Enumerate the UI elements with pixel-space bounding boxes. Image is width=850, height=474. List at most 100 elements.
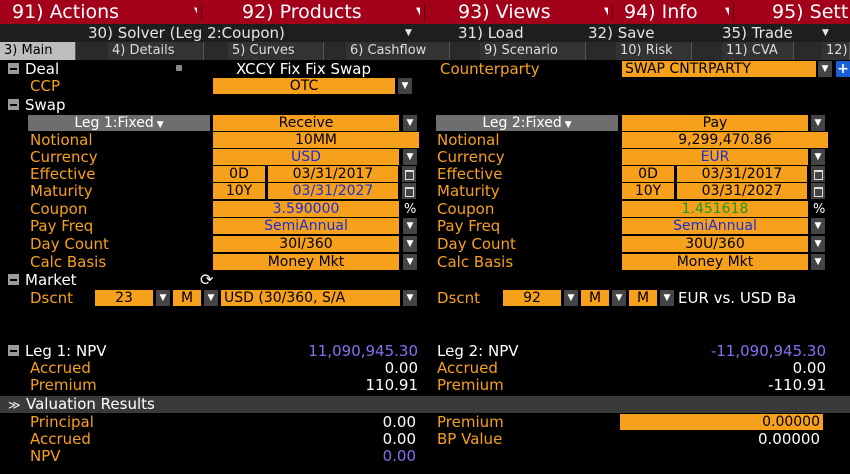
leg2-coupon-unit: %	[813, 202, 826, 217]
chevron-down-icon[interactable]: ▼	[811, 115, 825, 131]
tab-scenario[interactable]: 9) Scenario	[480, 42, 586, 60]
leg2-coupon-field[interactable]: 1.451618	[622, 201, 808, 217]
deal-section-header[interactable]: Deal	[8, 61, 88, 78]
leg2-dscnt-m2-field[interactable]: M	[629, 290, 657, 306]
leg2-calcbasis-label: Calc Basis	[437, 254, 514, 271]
bp-value: 0.00000	[757, 431, 820, 448]
calendar-icon[interactable]	[811, 166, 825, 182]
market-header-label: Market	[25, 272, 77, 289]
chevron-down-icon[interactable]: ▼	[811, 236, 825, 252]
market-section-header[interactable]: Market	[8, 272, 108, 289]
leg1-npv-header[interactable]: Leg 1: NPV	[8, 343, 188, 360]
leg1-calcbasis-label: Calc Basis	[30, 254, 107, 271]
leg1-effective-label: Effective	[30, 166, 96, 183]
collapse-icon	[8, 99, 19, 110]
chevron-down-icon[interactable]: ▼	[660, 290, 674, 306]
leg1-dscnt-m-field[interactable]: M	[173, 290, 201, 306]
solver-button[interactable]: 30) Solver (Leg 2:Coupon) ▼	[88, 24, 418, 42]
tab-curves[interactable]: 5) Curves	[228, 42, 324, 60]
leg1-dscnt-curve-field[interactable]: USD (30/360, S/A	[221, 290, 400, 306]
chevron-down-icon[interactable]: ▼	[156, 290, 170, 306]
chevron-down-icon[interactable]: ▼	[403, 218, 417, 234]
chevron-down-icon[interactable]: ▼	[403, 236, 417, 252]
counterparty-field[interactable]: SWAP CNTRPARTY	[622, 61, 816, 77]
leg1-npv-label: Leg 1: NPV	[25, 343, 107, 360]
swap-section-header[interactable]: Swap	[8, 97, 108, 114]
principal-label: Principal	[30, 414, 94, 431]
trade-button[interactable]: 35) Trade ▼	[722, 24, 850, 42]
tab-details[interactable]: 4) Details	[108, 42, 204, 60]
ccp-field[interactable]: OTC	[213, 78, 395, 94]
leg2-notional-field[interactable]: 9,299,470.86	[622, 132, 828, 148]
leg2-currency-field[interactable]: EUR	[622, 149, 808, 165]
leg1-dscnt-curve-num[interactable]: 23	[95, 290, 153, 306]
chevron-down-icon[interactable]: ▼	[403, 290, 417, 306]
refresh-icon[interactable]: ⟳	[200, 271, 214, 289]
leg1-notional-field[interactable]: 10MM	[213, 132, 419, 148]
leg1-accrued-value: 0.00	[384, 360, 418, 377]
chevron-down-icon: ▼	[416, 6, 420, 17]
menu-divider	[201, 3, 202, 21]
bp-value-label: BP Value	[437, 431, 503, 448]
calendar-icon[interactable]	[402, 166, 416, 182]
leg1-maturity-tenor[interactable]: 10Y	[213, 183, 265, 199]
leg1-maturity-label: Maturity	[30, 183, 93, 200]
trade-label: 35) Trade	[722, 24, 793, 42]
tab-risk[interactable]: 10) Risk	[616, 42, 692, 60]
leg2-effective-date[interactable]: 03/31/2017	[677, 166, 807, 182]
leg2-dscnt-m-field[interactable]: M	[581, 290, 609, 306]
tab-cva[interactable]: 11) CVA	[722, 42, 794, 60]
leg1-coupon-field[interactable]: 3.590000	[213, 201, 399, 217]
leg1-daycount-field[interactable]: 30I/360	[213, 236, 399, 252]
tab-cashflow[interactable]: 6) Cashflow	[346, 42, 450, 60]
chevron-down-icon[interactable]: ▼	[403, 115, 417, 131]
chevron-down-icon[interactable]: ▼	[398, 78, 412, 94]
chevron-down-icon[interactable]: ▼	[403, 149, 417, 165]
leg1-payfreq-field[interactable]: SemiAnnual	[213, 218, 399, 234]
menu-actions[interactable]: 91) Actions ▼	[12, 0, 197, 24]
collapse-icon	[8, 63, 19, 74]
leg1-type-select[interactable]: Leg 1:Fixed ▼	[28, 115, 210, 131]
load-button[interactable]: 31) Load	[458, 24, 524, 42]
leg2-maturity-tenor[interactable]: 10Y	[622, 183, 674, 199]
tab-more[interactable]: 12)	[822, 42, 850, 60]
chevron-down-icon: ▼	[604, 6, 608, 17]
leg2-daycount-field[interactable]: 30U/360	[622, 236, 808, 252]
add-icon[interactable]: +	[836, 61, 850, 77]
collapse-icon	[8, 345, 19, 356]
leg1-type-label: Leg 1:Fixed	[74, 115, 154, 131]
chevron-down-icon[interactable]: ▼	[403, 254, 417, 270]
leg1-direction-field[interactable]: Receive	[213, 115, 399, 131]
chevron-down-icon[interactable]: ▼	[818, 61, 832, 77]
chevron-down-icon[interactable]: ▼	[811, 149, 825, 165]
leg1-calcbasis-field[interactable]: Money Mkt	[213, 254, 399, 270]
leg1-maturity-date[interactable]: 03/31/2027	[268, 183, 398, 199]
leg1-currency-field[interactable]: USD	[213, 149, 399, 165]
leg2-calcbasis-field[interactable]: Money Mkt	[622, 254, 808, 270]
leg2-effective-tenor[interactable]: 0D	[622, 166, 674, 182]
leg2-type-select[interactable]: Leg 2:Fixed ▼	[436, 115, 618, 131]
calendar-icon[interactable]	[811, 183, 825, 199]
chevron-down-icon: ▼	[822, 28, 829, 38]
tab-main[interactable]: 3) Main	[0, 42, 76, 60]
chevron-down-icon[interactable]: ▼	[811, 254, 825, 270]
menu-views[interactable]: 93) Views ▼	[458, 0, 608, 24]
chevron-down-icon[interactable]: ▼	[204, 290, 218, 306]
calendar-icon[interactable]	[402, 183, 416, 199]
menu-products[interactable]: 92) Products ▼	[242, 0, 420, 24]
valuation-section-header[interactable]: ≫ Valuation Results	[8, 396, 268, 413]
leg2-maturity-date[interactable]: 03/31/2027	[677, 183, 807, 199]
menu-info[interactable]: 94) Info ▼	[624, 0, 729, 24]
chevron-down-icon[interactable]: ▼	[564, 290, 578, 306]
chevron-down-icon[interactable]: ▼	[612, 290, 626, 306]
save-button[interactable]: 32) Save	[588, 24, 655, 42]
leg1-effective-tenor[interactable]: 0D	[213, 166, 265, 182]
valuation-premium-field[interactable]: 0.00000	[620, 414, 823, 430]
menu-settings[interactable]: 95) Sett	[772, 0, 850, 24]
leg1-accrued-label: Accrued	[30, 360, 91, 377]
leg2-payfreq-field[interactable]: SemiAnnual	[622, 218, 808, 234]
leg2-direction-field[interactable]: Pay	[622, 115, 808, 131]
leg1-effective-date[interactable]: 03/31/2017	[268, 166, 398, 182]
leg2-dscnt-curve-num[interactable]: 92	[503, 290, 561, 306]
chevron-down-icon[interactable]: ▼	[811, 218, 825, 234]
